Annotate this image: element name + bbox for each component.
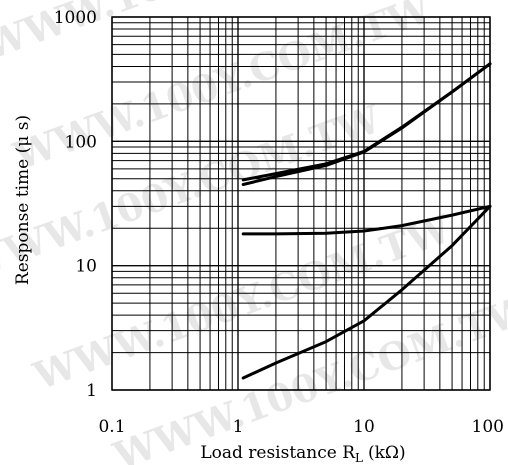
y-tick-label: 1000 bbox=[54, 8, 97, 28]
x-tick-label: 1 bbox=[233, 417, 244, 437]
series-layer bbox=[241, 62, 492, 380]
x-tick-labels: 0.1 1 10 100 bbox=[98, 417, 504, 437]
y-tick-labels: 1 10 100 1000 bbox=[54, 8, 97, 401]
series-line-3 bbox=[241, 204, 492, 236]
series-line-2 bbox=[241, 62, 492, 186]
series-line-4 bbox=[241, 204, 492, 380]
x-axis-title-unit: (kΩ) bbox=[368, 443, 406, 463]
y-tick-label: 100 bbox=[65, 132, 97, 152]
x-axis-title: Load resistance RL (kΩ) bbox=[200, 443, 405, 465]
x-tick-label: 10 bbox=[353, 417, 375, 437]
plot-frame bbox=[111, 16, 491, 391]
grid bbox=[111, 16, 491, 391]
x-tick-label: 0.1 bbox=[98, 417, 125, 437]
y-axis-title: Response time (μ s) bbox=[13, 115, 33, 285]
x-axis-title-subscript: L bbox=[355, 451, 363, 465]
x-tick-label: 100 bbox=[472, 417, 504, 437]
y-tick-label: 1 bbox=[86, 381, 97, 401]
x-axis-title-main: Load resistance R bbox=[200, 443, 356, 463]
y-tick-label: 10 bbox=[75, 257, 97, 277]
